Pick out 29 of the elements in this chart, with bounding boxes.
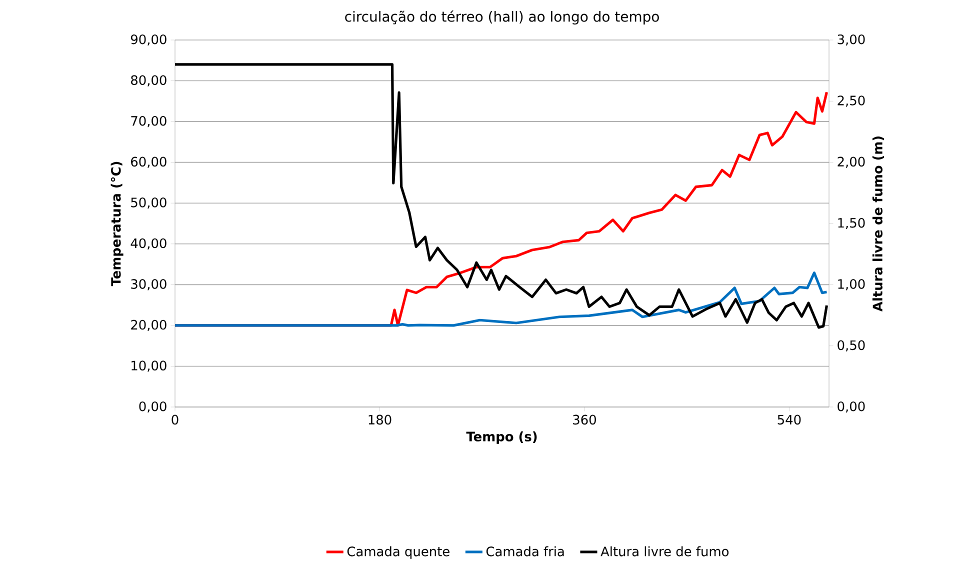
x-axis-title: Tempo (s) — [466, 431, 537, 444]
y-axis-title: Temperatura (°C) — [110, 162, 124, 286]
y2-tick-label: 2,50 — [838, 96, 865, 107]
legend-label: Camada quente — [347, 546, 450, 559]
y-tick-label: 90,00 — [130, 34, 166, 46]
y2-tick-label: 3,00 — [838, 34, 865, 46]
y2-tick-label: 1,00 — [838, 279, 865, 290]
legend-label: Altura livre de fumo — [600, 546, 729, 556]
y-tick-label: 60,00 — [131, 156, 166, 168]
y-tick-label: 30,00 — [131, 279, 166, 290]
legend-label: Camada fria — [486, 546, 564, 556]
y-tick-label: 10,00 — [132, 360, 166, 372]
chart-title: circulação do térreo (hall) ao longo do tempo — [345, 10, 659, 25]
x-tick-label: 360 — [573, 414, 596, 425]
y-tick-label: 80,00 — [131, 75, 166, 86]
y-tick-label: 0,00 — [139, 401, 166, 413]
y-tick-label: 70,00 — [131, 116, 166, 128]
y2-tick-label: 2,00 — [838, 156, 865, 168]
y2-tick-label: 0,50 — [838, 340, 865, 352]
line-series — [175, 272, 828, 327]
x-tick-label: 180 — [368, 414, 392, 425]
y2-tick-label: 0,00 — [838, 401, 865, 413]
y-tick-label: 20,00 — [131, 320, 166, 331]
x-tick-label: 0 — [172, 414, 178, 425]
y-tick-label: 50,00 — [131, 198, 166, 209]
x-tick-label: 540 — [778, 414, 801, 425]
y2-tick-label: 1,50 — [838, 218, 865, 230]
y2-axis-title: Altura livre de fumo (m) — [872, 136, 884, 312]
y-tick-label: 40,00 — [130, 238, 166, 250]
